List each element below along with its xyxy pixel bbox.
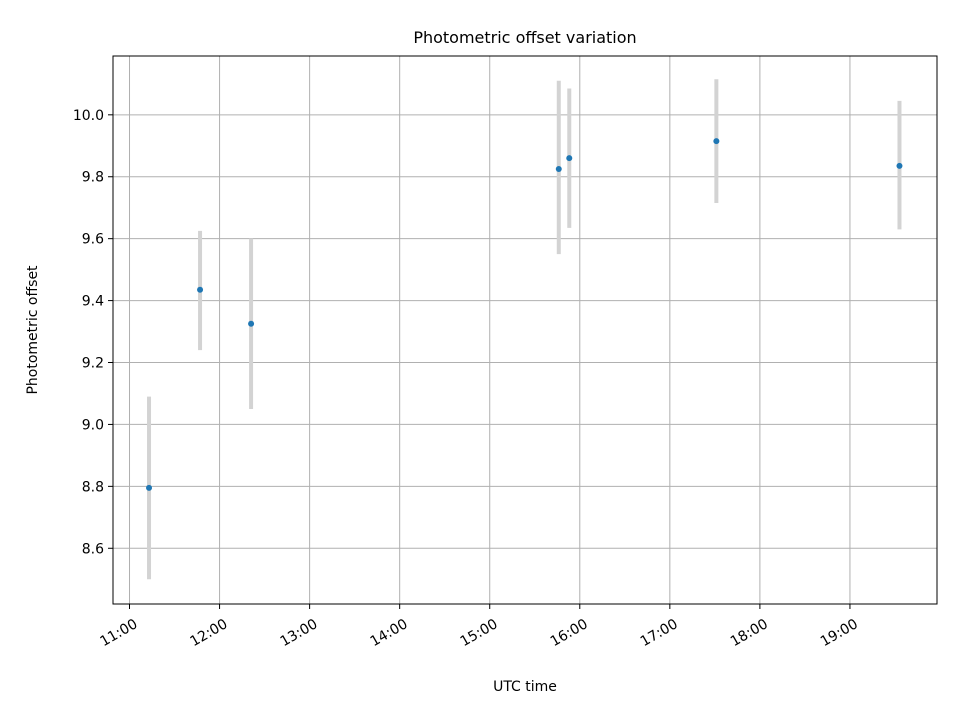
data-point: [566, 155, 573, 162]
x-tick-label: 18:00: [728, 616, 771, 650]
data-points: [146, 138, 903, 491]
error-bars: [147, 79, 902, 580]
x-tick-label: 19:00: [818, 616, 861, 650]
y-tick-label: 8.6: [82, 541, 104, 557]
data-point: [248, 320, 255, 327]
x-tick-label: 14:00: [368, 616, 411, 650]
x-tick-label: 13:00: [278, 616, 321, 650]
x-tick-label: 12:00: [188, 616, 231, 650]
y-tick-label: 9.6: [82, 232, 104, 248]
y-tick-label: 8.8: [82, 479, 104, 495]
data-point: [896, 162, 903, 169]
x-axis-ticks: 11:00 12:00 13:00 14:00 15:00 16:00 17:00 18:00…: [97, 604, 861, 650]
y-tick-label: 9.8: [82, 170, 104, 186]
x-tick-label: 11:00: [97, 616, 140, 650]
x-tick-label: 15:00: [458, 616, 501, 650]
y-tick-label: 9.2: [82, 356, 104, 372]
x-tick-label: 17:00: [638, 616, 681, 650]
x-tick-label: 16:00: [548, 616, 591, 650]
y-tick-label: 10.0: [73, 108, 104, 124]
data-point: [555, 166, 562, 173]
data-point: [713, 138, 720, 145]
y-tick-label: 9.0: [82, 417, 104, 433]
data-point: [197, 286, 204, 293]
y-axis-label: Photometric offset: [25, 265, 41, 395]
data-point: [146, 484, 153, 491]
plot-frame: [112, 55, 938, 605]
chart-title: Photometric offset variation: [413, 28, 636, 47]
x-axis-label: UTC time: [493, 679, 557, 695]
grid: [113, 56, 937, 604]
y-axis-ticks: 8.6 8.8 9.0 9.2 9.4 9.6 9.8 10.0: [73, 108, 113, 557]
y-tick-label: 9.4: [82, 294, 104, 310]
